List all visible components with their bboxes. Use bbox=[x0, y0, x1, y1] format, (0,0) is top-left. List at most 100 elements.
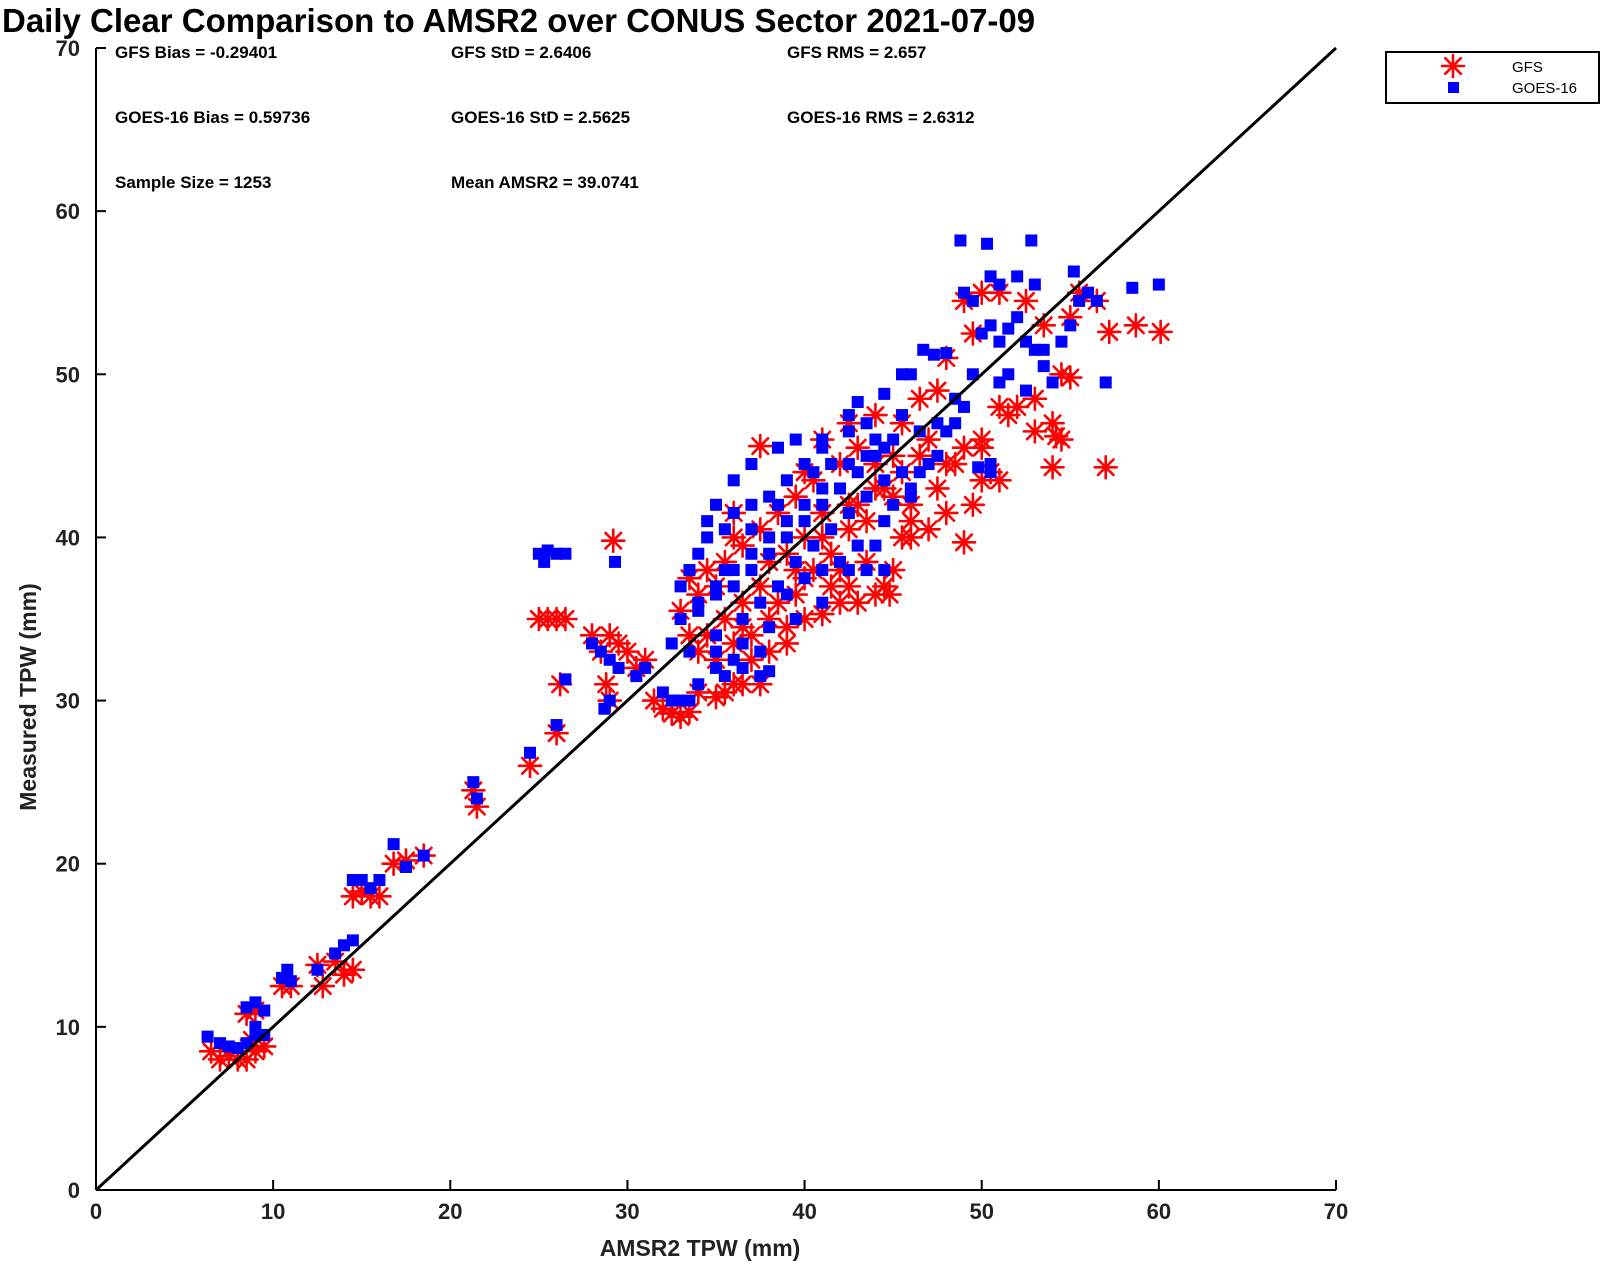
goes16-point bbox=[1064, 319, 1077, 332]
gfs-point bbox=[889, 525, 915, 550]
gfs-point bbox=[615, 639, 640, 664]
stat-goes16-bias: GOES-16 Bias = 0.59736 bbox=[115, 108, 310, 127]
goes16-point bbox=[417, 849, 430, 862]
goes16-point bbox=[816, 482, 829, 495]
goes16-point bbox=[940, 347, 953, 360]
goes16-point bbox=[683, 564, 696, 577]
goes16-point bbox=[972, 461, 985, 474]
goes16-point bbox=[816, 564, 829, 577]
goes16-point bbox=[665, 637, 678, 650]
gfs-point bbox=[925, 476, 950, 501]
goes16-point bbox=[373, 874, 386, 887]
gfs-point bbox=[1040, 454, 1065, 480]
gfs-point bbox=[809, 601, 835, 627]
goes16-point bbox=[1011, 311, 1024, 324]
series-goes16 bbox=[201, 234, 1165, 1055]
goes16-point bbox=[816, 433, 829, 446]
goes16-point bbox=[772, 580, 784, 593]
goes16-point bbox=[842, 564, 855, 577]
gfs-point bbox=[694, 557, 720, 583]
goes16-point bbox=[736, 661, 749, 674]
goes16-point bbox=[834, 482, 846, 495]
goes16-point bbox=[467, 776, 480, 789]
goes16-point bbox=[674, 613, 687, 625]
goes16-point bbox=[400, 860, 412, 873]
goes16-point bbox=[860, 564, 873, 577]
x-tick-label: 10 bbox=[261, 1199, 285, 1224]
goes16-point bbox=[1099, 376, 1112, 389]
x-axis-ticks: 0 10 20 30 40 50 60 70 bbox=[90, 1180, 1348, 1224]
x-tick-label: 60 bbox=[1147, 1199, 1171, 1224]
gfs-point bbox=[898, 508, 924, 534]
gfs-point bbox=[1022, 386, 1048, 412]
goes16-point bbox=[524, 746, 536, 759]
y-tick-label: 60 bbox=[56, 199, 80, 224]
goes16-point bbox=[772, 441, 784, 454]
goes16-point bbox=[878, 474, 891, 487]
goes16-point bbox=[780, 474, 793, 487]
goes16-point bbox=[807, 539, 820, 552]
goes16-point bbox=[860, 417, 873, 430]
goes16-point bbox=[825, 523, 838, 536]
goes16-point bbox=[559, 547, 572, 560]
y-axis-ticks: 0 10 20 30 40 50 60 70 bbox=[56, 36, 106, 1203]
goes16-point bbox=[789, 433, 802, 446]
gfs-point bbox=[600, 528, 626, 553]
goes16-point bbox=[754, 645, 767, 658]
goes16-point bbox=[816, 498, 829, 511]
goes16-point bbox=[736, 637, 749, 650]
goes16-point bbox=[878, 441, 891, 454]
y-tick-label: 30 bbox=[56, 689, 80, 714]
goes16-point bbox=[763, 531, 776, 544]
gfs-point bbox=[1013, 288, 1039, 314]
goes16-point bbox=[201, 1030, 214, 1043]
goes16-point bbox=[745, 547, 758, 560]
goes16-point bbox=[807, 466, 820, 479]
goes16-point bbox=[842, 409, 855, 422]
goes16-point bbox=[984, 270, 997, 283]
goes16-point bbox=[1046, 376, 1059, 389]
goes16-point bbox=[966, 294, 979, 307]
legend-marker-gfs bbox=[1440, 53, 1466, 79]
gfs-point bbox=[836, 516, 862, 542]
stats-annotations: GFS Bias = -0.29401 GFS StD = 2.6406 GFS… bbox=[115, 43, 975, 192]
goes16-point bbox=[1055, 335, 1068, 348]
goes16-point bbox=[798, 498, 811, 511]
goes16-point bbox=[754, 596, 767, 609]
gfs-point bbox=[916, 516, 941, 542]
x-tick-label: 70 bbox=[1324, 1199, 1348, 1224]
stat-goes16-std: GOES-16 StD = 2.5625 bbox=[451, 108, 630, 127]
goes16-point bbox=[736, 613, 749, 625]
goes16-point bbox=[639, 661, 652, 674]
goes16-point bbox=[931, 417, 944, 430]
gfs-point bbox=[1022, 419, 1048, 444]
goes16-point bbox=[896, 409, 908, 422]
gfs-point bbox=[1096, 319, 1122, 345]
gfs-point bbox=[933, 500, 959, 526]
goes16-point bbox=[1028, 278, 1041, 291]
goes16-point bbox=[603, 694, 616, 707]
stat-gfs-std: GFS StD = 2.6406 bbox=[451, 43, 591, 62]
goes16-point bbox=[745, 498, 758, 511]
gfs-point bbox=[854, 508, 879, 534]
goes16-point bbox=[1067, 265, 1080, 278]
goes16-point bbox=[869, 539, 882, 552]
goes16-point bbox=[851, 396, 864, 409]
goes16-point bbox=[1011, 270, 1024, 283]
goes16-point bbox=[904, 482, 917, 495]
goes16-point bbox=[1152, 278, 1165, 291]
gfs-point bbox=[1148, 319, 1173, 345]
goes16-point bbox=[1037, 343, 1050, 356]
gfs-point bbox=[593, 671, 619, 697]
goes16-point bbox=[993, 376, 1006, 389]
goes16-point bbox=[780, 531, 793, 544]
gfs-point bbox=[907, 386, 933, 412]
stat-goes16-rms: GOES-16 RMS = 2.6312 bbox=[787, 108, 975, 127]
goes16-point bbox=[692, 596, 705, 609]
gfs-point bbox=[925, 378, 950, 403]
gfs-point bbox=[747, 433, 773, 459]
goes16-point bbox=[927, 348, 940, 361]
goes16-point bbox=[780, 515, 793, 528]
stat-gfs-rms: GFS RMS = 2.657 bbox=[787, 43, 926, 62]
goes16-point bbox=[798, 572, 811, 585]
